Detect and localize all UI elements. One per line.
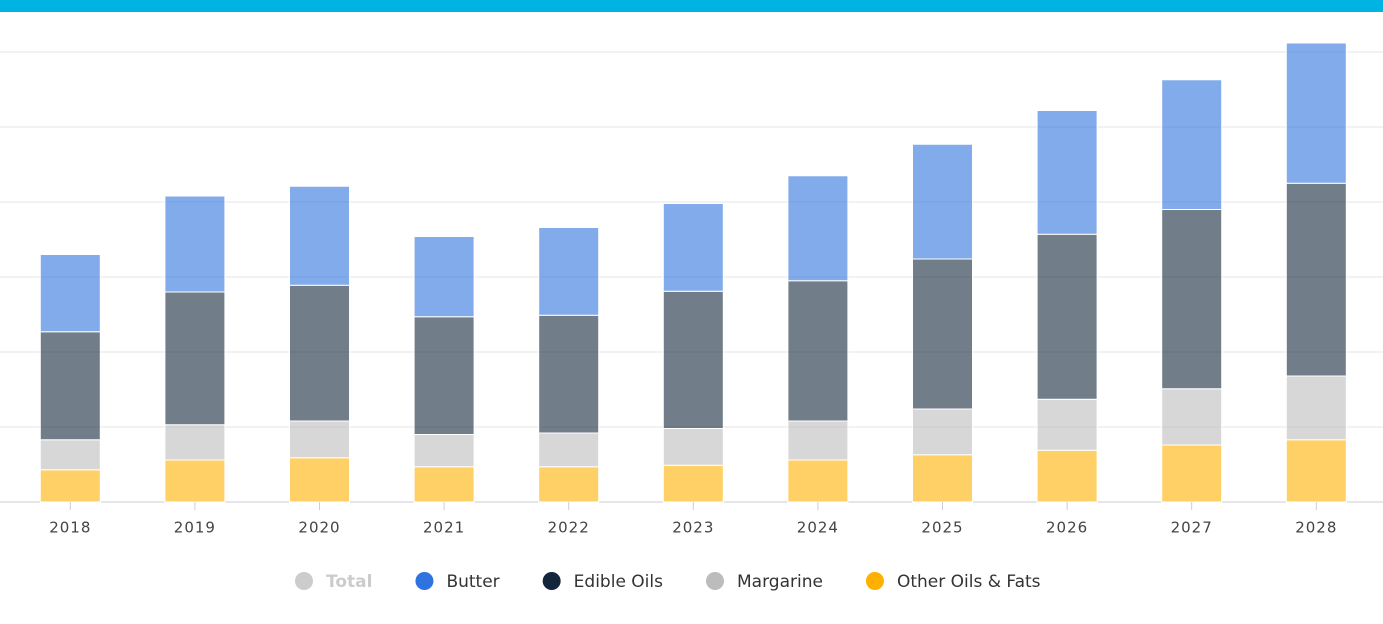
bar-segment: [413, 236, 475, 318]
bar-segment: [912, 454, 973, 503]
bar-segment: [1161, 209, 1223, 390]
bar-segment: [912, 408, 973, 456]
bar-segment: [164, 459, 226, 503]
bar-segment: [1036, 110, 1098, 235]
bar-segment: [662, 464, 724, 503]
bar-segment: [787, 420, 849, 461]
legend-marker[interactable]: [415, 572, 434, 590]
bar-segment: [912, 258, 973, 410]
legend-marker[interactable]: [542, 572, 561, 590]
legend-label[interactable]: Total: [326, 572, 372, 592]
bar-segment: [538, 466, 600, 503]
bar-segment: [1285, 375, 1347, 441]
bar-segment: [39, 439, 101, 471]
x-tick-label: 2018: [49, 519, 91, 537]
bar-segment: [787, 175, 849, 282]
x-tick-label: 2021: [423, 519, 465, 537]
bar-segment: [1285, 42, 1347, 184]
bar-segment: [289, 457, 350, 503]
bar-segment: [538, 227, 600, 316]
bar-segment: [1285, 439, 1347, 503]
bar-segment: [662, 290, 724, 429]
bar-segment: [289, 420, 350, 459]
bar-segment: [289, 284, 350, 422]
top-banner: [0, 0, 1383, 12]
x-tick-label: 2019: [174, 519, 216, 537]
x-tick-label: 2025: [921, 519, 963, 537]
x-tick-label: 2024: [797, 519, 839, 537]
x-tick-label: 2022: [548, 519, 590, 537]
bar-segment: [39, 469, 101, 503]
bar-segment: [662, 203, 724, 292]
legend-marker[interactable]: [865, 572, 884, 590]
x-tick-label: 2026: [1046, 519, 1088, 537]
bar-segment: [39, 254, 101, 333]
x-tick-label: 2027: [1171, 519, 1213, 537]
bar-segment: [538, 432, 600, 468]
bar-segment: [1036, 398, 1098, 451]
bar-segment: [413, 466, 475, 503]
legend-marker[interactable]: [706, 572, 724, 590]
x-tick-label: 2028: [1295, 519, 1337, 537]
legend-label[interactable]: Edible Oils: [574, 572, 663, 592]
legend-label[interactable]: Butter: [446, 572, 499, 592]
bar-segment: [787, 459, 849, 503]
bar-segment: [1285, 182, 1347, 377]
bar-segment: [164, 291, 226, 426]
bar-segment: [662, 428, 724, 466]
bar-segment: [538, 314, 600, 434]
bar-segment: [413, 316, 475, 435]
legend-marker[interactable]: [295, 572, 313, 590]
bar-segment: [164, 195, 226, 293]
bar-segment: [1161, 444, 1223, 503]
bar-segment: [1036, 233, 1098, 400]
bar-segment: [787, 280, 849, 422]
bar-segment: [39, 331, 101, 441]
bar-segment: [1036, 449, 1098, 503]
legend-label[interactable]: Margarine: [737, 572, 823, 592]
x-tick-label: 2020: [298, 519, 340, 537]
bar-segment: [164, 424, 226, 461]
bar-segment: [912, 143, 973, 260]
x-tick-label: 2023: [672, 519, 714, 537]
bar-segment: [1161, 388, 1223, 446]
bar-segment: [289, 185, 350, 286]
bar-segment: [413, 434, 475, 468]
legend-label[interactable]: Other Oils & Fats: [897, 572, 1041, 592]
bar-segment: [1161, 79, 1223, 210]
